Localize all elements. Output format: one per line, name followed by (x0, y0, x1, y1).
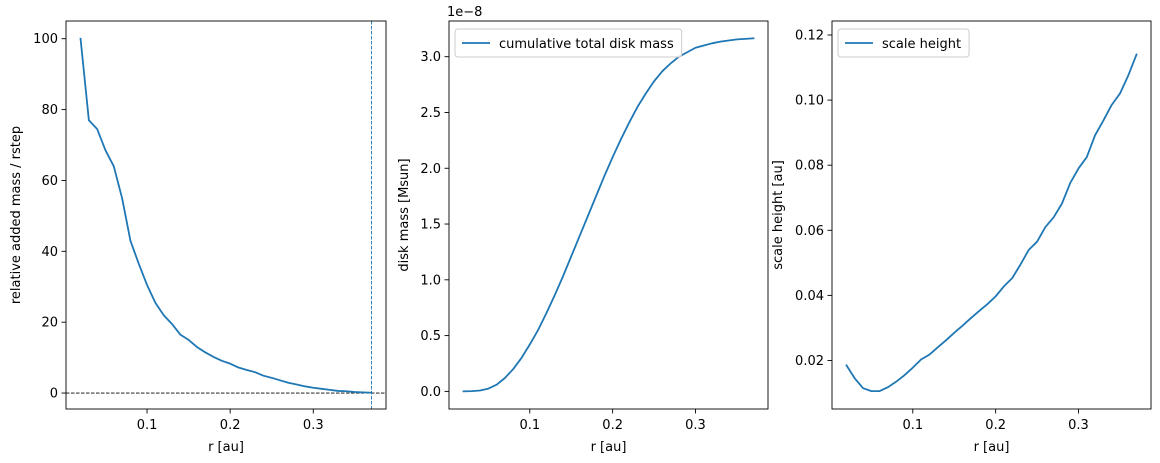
y-tick-label: 0 (50, 387, 58, 402)
x-axis-label: r [au] (591, 440, 627, 455)
y-tick-label: 20 (41, 316, 58, 331)
x-tick-label: 0.3 (303, 418, 324, 433)
axes-frame (65, 20, 387, 410)
x-tick-label: 0.2 (220, 418, 241, 433)
legend-box (837, 28, 970, 58)
y-tick-label: 100 (33, 32, 58, 47)
x-tick-label: 0.3 (1068, 418, 1089, 433)
y-tick-label: 0.08 (795, 159, 824, 174)
y-tick-label: 80 (41, 103, 58, 118)
y-tick-label: 2.0 (420, 162, 441, 177)
y-tick-label: 0.5 (420, 329, 441, 344)
y-tick-label: 0.06 (795, 224, 824, 239)
y-tick-label: 2.5 (420, 106, 441, 121)
y-tick-label: 0.02 (795, 354, 824, 369)
y-tick-label: 1.0 (420, 273, 441, 288)
x-tick-label: 0.1 (519, 418, 540, 433)
legend-box (454, 28, 683, 58)
axes-frame (831, 20, 1152, 410)
x-tick-label: 0.2 (602, 418, 623, 433)
x-tick-label: 0.1 (137, 418, 158, 433)
series-line (845, 53, 1138, 393)
panel-3: 0.1 0.2 0.3 0.02 0.04 0.06 0.08 0.10 0.12 r [au] s… (771, 20, 1152, 455)
axes-frame (448, 20, 769, 410)
series-line (462, 37, 755, 393)
panel-1: 0.1 0.2 0.3 0 20 40 60 80 100 r [au] relative adde… (9, 20, 387, 455)
y-tick-label: 0.12 (795, 28, 824, 43)
x-tick-label: 0.2 (985, 418, 1006, 433)
legend-label: scale height (882, 37, 961, 52)
legend: scale height (837, 28, 970, 58)
series-line (79, 37, 373, 394)
legend: cumulative total disk mass (454, 28, 683, 58)
y-tick-label: 3.0 (420, 50, 441, 65)
y-tick-label: 0.10 (795, 94, 824, 109)
y-tick-label: 0.0 (420, 385, 441, 400)
y-tick-label: 60 (41, 174, 58, 189)
panel-2: 0.1 0.2 0.3 0.0 0.5 1.0 1.5 2.0 2.5 3.0 r [au] disk… (397, 5, 769, 455)
x-tick-label: 0.3 (685, 418, 706, 433)
x-axis-label: r [au] (974, 440, 1010, 455)
y-tick-label: 0.04 (795, 289, 824, 304)
x-tick-label: 0.1 (902, 418, 923, 433)
y-axis-label: scale height [au] (771, 160, 786, 270)
y-axis-label: disk mass [Msun] (397, 158, 412, 271)
y-tick-label: 1.5 (420, 218, 441, 233)
y-tick-label: 40 (41, 245, 58, 260)
x-axis-label: r [au] (208, 440, 244, 455)
y-axis-label: relative added mass / rstep (9, 126, 24, 304)
y-offset-text: 1e−8 (447, 5, 482, 20)
legend-label: cumulative total disk mass (499, 37, 674, 52)
